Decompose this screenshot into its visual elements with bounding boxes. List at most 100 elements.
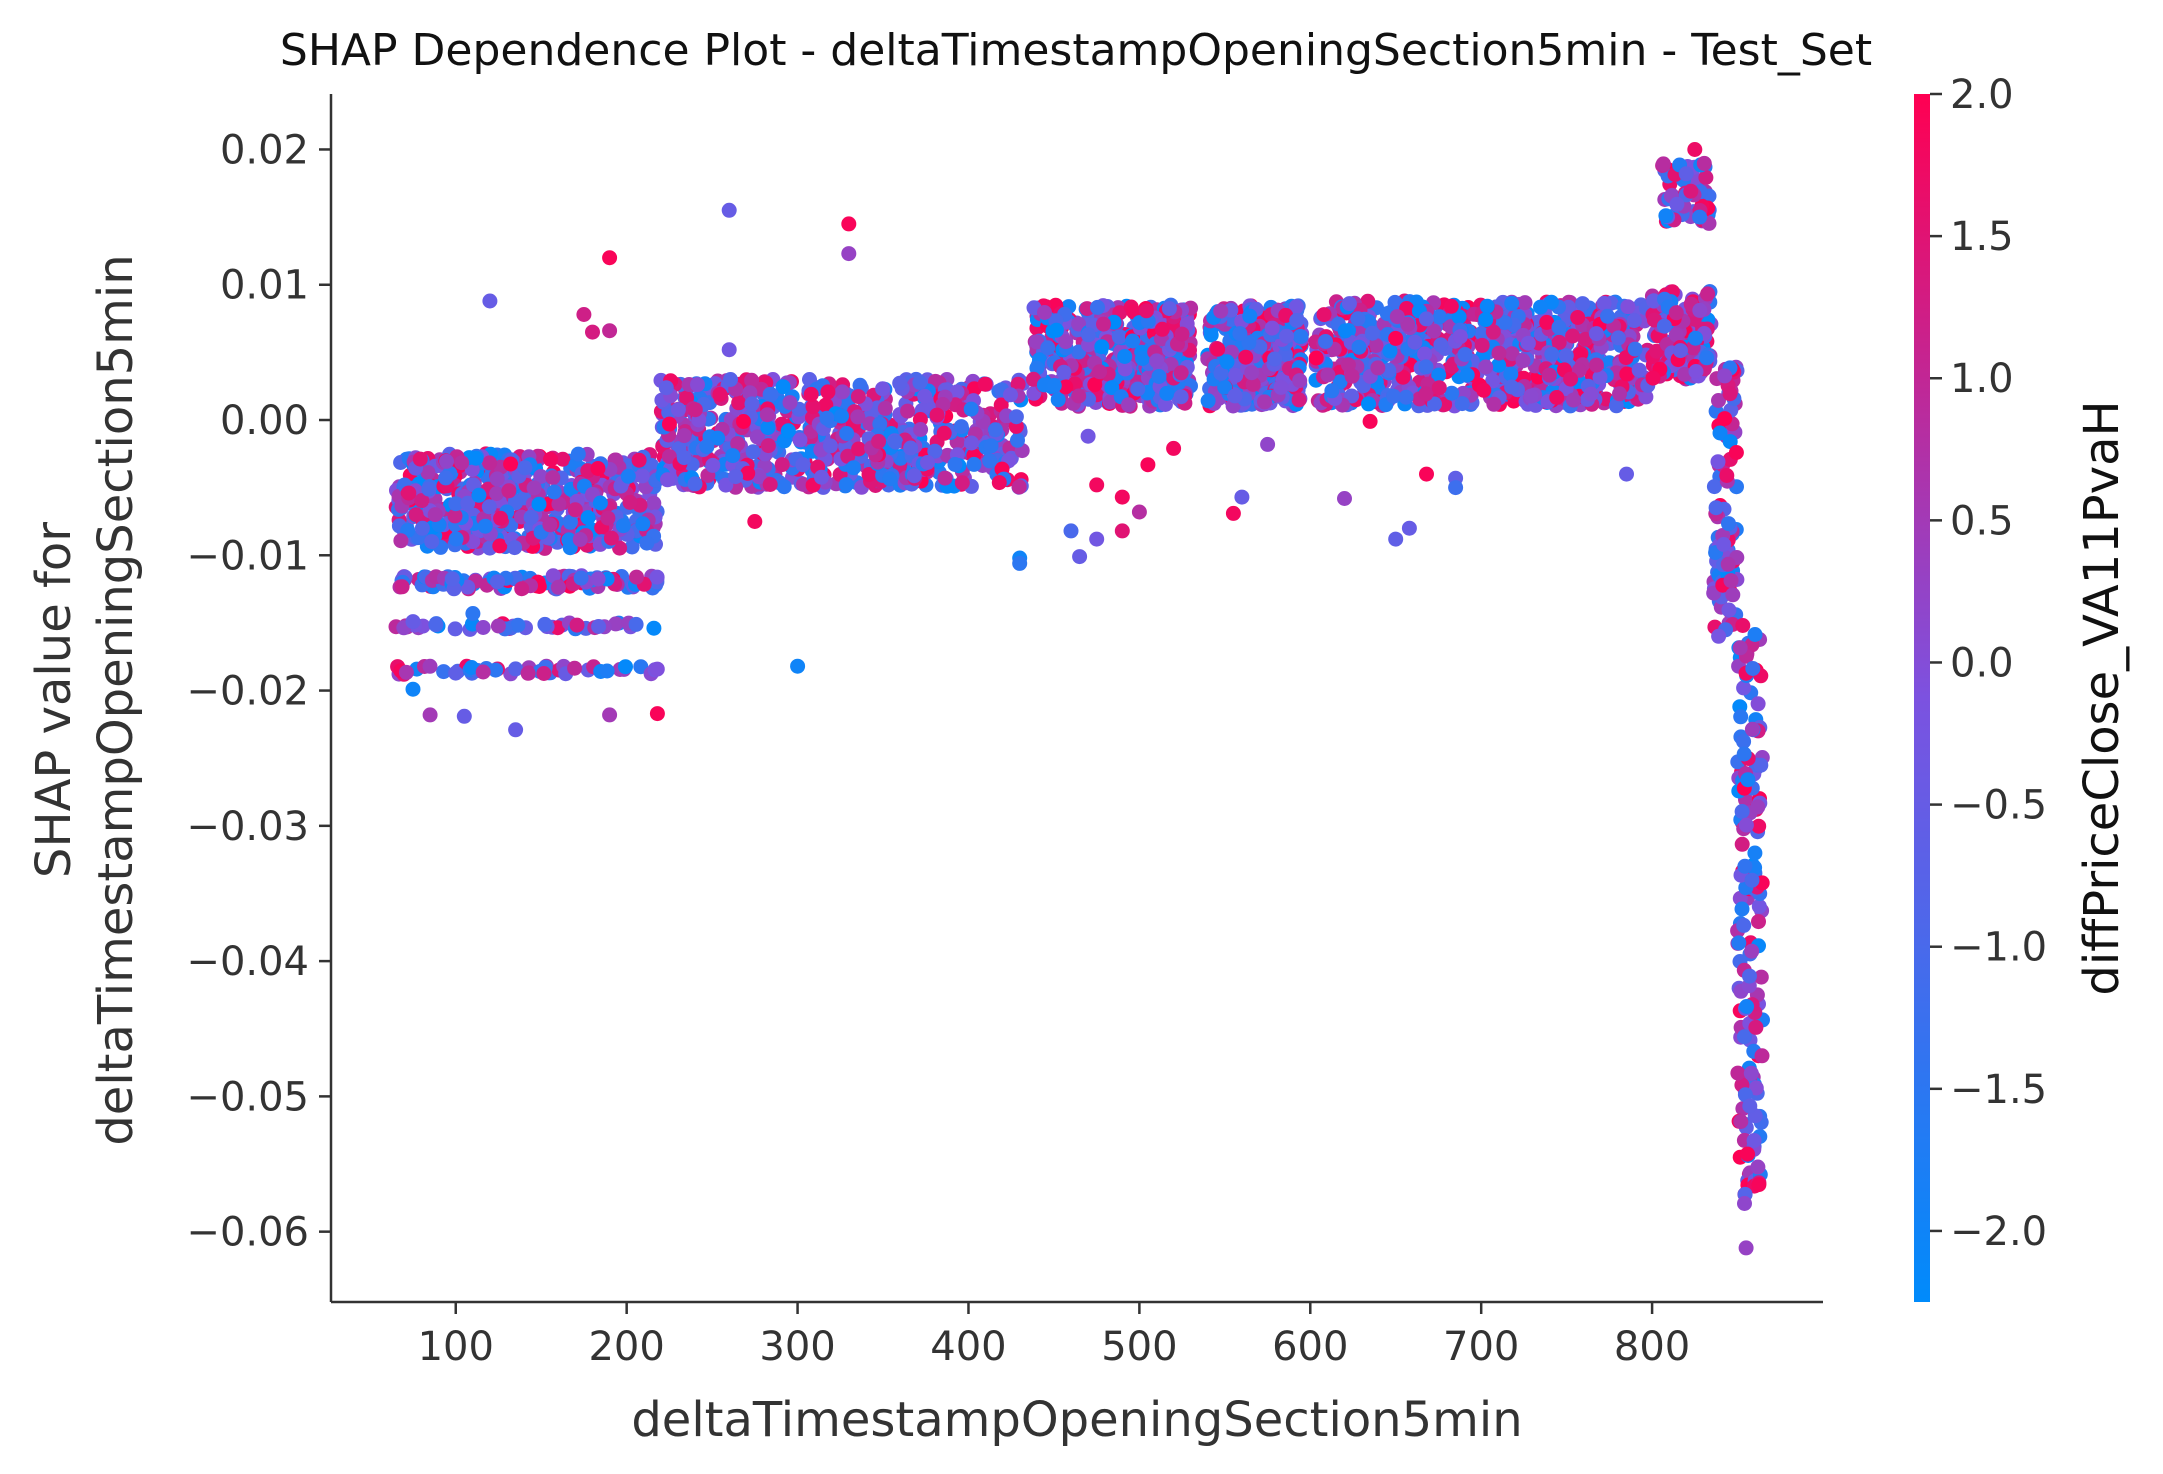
scatter-point [1029, 334, 1045, 350]
scatter-point [1753, 969, 1769, 985]
scatter-point [408, 507, 424, 523]
scatter-point [1451, 309, 1467, 325]
scatter-point [1289, 313, 1305, 328]
scatter-point [850, 409, 866, 425]
scatter-point [1121, 397, 1136, 413]
y-tick-label: −0.05 [186, 1074, 309, 1120]
scatter-point [1738, 817, 1754, 833]
scatter-point [1444, 385, 1460, 401]
scatter-point [1459, 367, 1475, 383]
scatter-point [488, 662, 504, 678]
scatter-point [710, 430, 726, 446]
scatter-point [600, 510, 616, 526]
scatter-point [1711, 628, 1727, 644]
scatter-point [405, 614, 421, 630]
scatter-point [1389, 309, 1405, 325]
colorbar-tick-label: −0.5 [1950, 783, 2047, 829]
scatter-point [1350, 311, 1366, 327]
scatter-point [776, 479, 792, 495]
scatter-point [803, 386, 819, 402]
scatter-point [1725, 587, 1741, 603]
scatter-point [1362, 413, 1378, 429]
scatter-point [1735, 618, 1751, 633]
scatter-point [1600, 308, 1615, 324]
scatter-point [1631, 362, 1647, 378]
scatter-point [482, 293, 498, 309]
scatter-point [1341, 296, 1357, 312]
scatter-point [947, 457, 963, 472]
scatter-point [1739, 999, 1755, 1014]
scatter-point [760, 420, 776, 436]
scatter-point [1721, 516, 1736, 532]
scatter-point [1210, 341, 1226, 357]
scatter-point [1504, 346, 1520, 362]
scatter-point [736, 414, 751, 429]
scatter-point [805, 399, 821, 415]
scatter-point [780, 423, 796, 439]
scatter-point [646, 620, 662, 636]
scatter-point [1698, 170, 1714, 185]
scatter-point [1011, 479, 1027, 495]
y-tick-label: 0.01 [220, 263, 309, 309]
scatter-point [477, 518, 493, 534]
scatter-point [1448, 480, 1464, 496]
scatter-point [1130, 381, 1146, 397]
scatter-point [1485, 324, 1501, 340]
scatter-point [572, 532, 588, 547]
scatter-point [1478, 359, 1494, 375]
scatter-point [1398, 389, 1414, 405]
scatter-point [465, 606, 481, 621]
scatter-point [1736, 734, 1752, 749]
scatter-point [660, 472, 675, 488]
scatter-point [646, 495, 662, 511]
scatter-point [1656, 318, 1672, 334]
scatter-point [1619, 466, 1634, 482]
scatter-point [1658, 208, 1674, 224]
scatter-point [1748, 1080, 1764, 1096]
scatter-point [1080, 428, 1096, 444]
scatter-point [1003, 387, 1018, 403]
scatter-point [510, 617, 526, 633]
scatter-point [1491, 345, 1507, 361]
scatter-point [1337, 323, 1353, 339]
scatter-point [405, 681, 421, 697]
scatter-point [523, 509, 539, 525]
scatter-point [690, 377, 705, 393]
scatter-point [1071, 388, 1087, 404]
scatter-point [622, 494, 638, 510]
scatter-point [730, 436, 746, 452]
scatter-point [608, 616, 624, 632]
scatter-point [492, 538, 508, 554]
scatter-point [1094, 339, 1110, 355]
scatter-point [1149, 353, 1165, 369]
scatter-point [1131, 504, 1147, 520]
scatter-point [949, 384, 965, 400]
scatter-point [1673, 343, 1688, 359]
scatter-point [422, 707, 438, 723]
scatter-point [542, 517, 558, 533]
colorbar-tick-label: −1.0 [1950, 925, 2047, 971]
colorbar-tick-label: −2.0 [1950, 1209, 2047, 1255]
scatter-point [747, 514, 763, 529]
scatter-point [649, 569, 665, 585]
scatter-point [1738, 1240, 1754, 1256]
colorbar-tick-label: −1.5 [1950, 1067, 2047, 1113]
scatter-point [602, 323, 618, 339]
scatter-point [1627, 341, 1643, 357]
scatter-point [1722, 386, 1738, 402]
scatter-point [1734, 901, 1750, 917]
scatter-point [1751, 818, 1767, 834]
scatter-points [388, 142, 1770, 1256]
scatter-point [1645, 370, 1661, 386]
scatter-point [628, 616, 644, 632]
scatter-point [401, 485, 417, 501]
scatter-point [1417, 346, 1433, 362]
scatter-point [1037, 305, 1052, 320]
scatter-point [937, 470, 953, 486]
scatter-point [580, 510, 596, 526]
scatter-point [1736, 917, 1752, 933]
scatter-point [1241, 335, 1257, 351]
scatter-point [602, 250, 618, 266]
scatter-point [436, 664, 452, 680]
scatter-point [1174, 326, 1190, 342]
